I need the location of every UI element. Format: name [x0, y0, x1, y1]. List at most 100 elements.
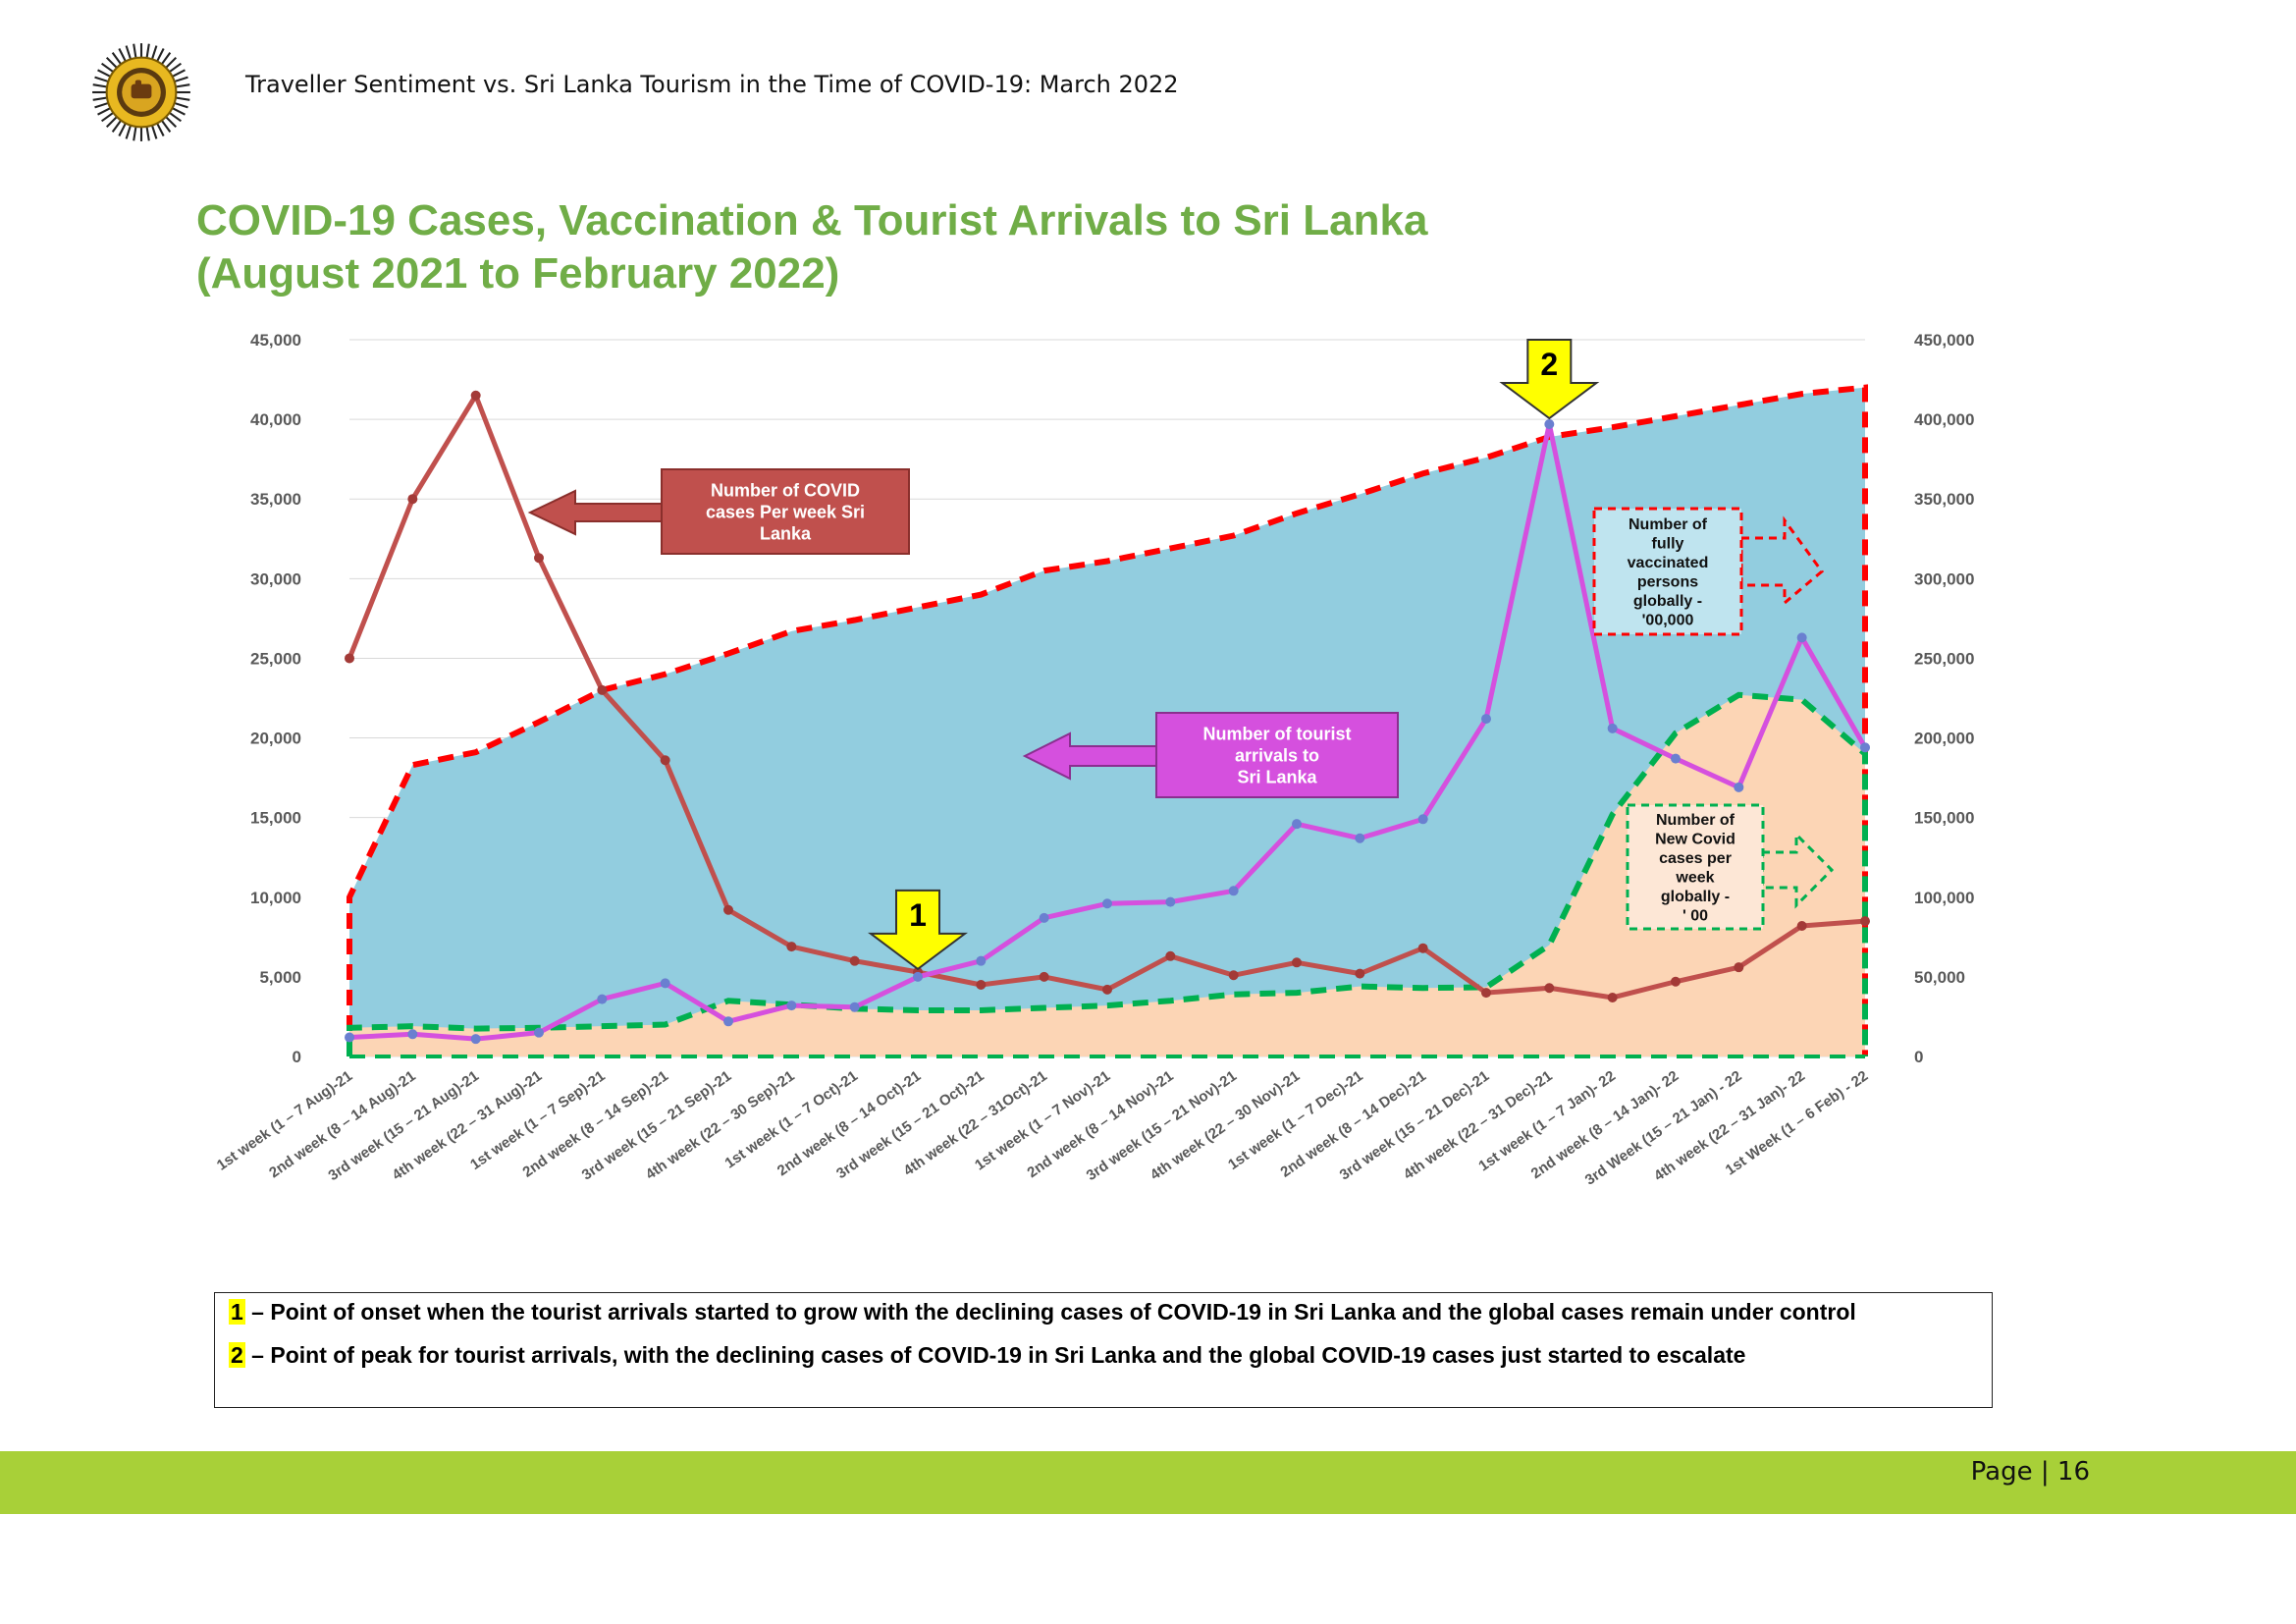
covid-sri-lanka-line-point — [849, 955, 860, 966]
left-axis-tick-label: 35,000 — [250, 490, 301, 509]
tourist-arrivals-line-point — [1734, 782, 1744, 792]
covid-callout-arrow — [527, 489, 663, 536]
tourist-arrivals-line-point — [534, 1027, 544, 1038]
covid-sri-lanka-line-point — [1228, 970, 1239, 981]
tourist-arrivals-callout-text: Number of tourist — [1203, 725, 1352, 744]
covid-tourism-chart: 0 5,000 10,000 15,000 20,000 25,000 30,000 35,0… — [214, 331, 1975, 1189]
covid-sri-lanka-line-point — [976, 980, 987, 990]
tourist-arrivals-line-point — [1860, 742, 1870, 753]
vaccinated-area — [349, 387, 1865, 1057]
tourist-arrivals-line-point — [849, 1001, 860, 1012]
left-axis-tick-label: 40,000 — [250, 410, 301, 429]
chart-title: COVID-19 Cases, Vaccination & Tourist Ar… — [196, 194, 1427, 300]
marker-note-2-number: 2 — [229, 1342, 245, 1368]
covid-sri-lanka-line-point — [1481, 988, 1491, 999]
marker-label-1: 1 — [909, 897, 927, 933]
global-cases-callout-text: week — [1675, 870, 1714, 887]
left-axis-tick-label: 10,000 — [250, 889, 301, 907]
covid-sri-lanka-line-point — [407, 494, 418, 505]
vaccinated-callout-text: '00,000 — [1642, 613, 1694, 629]
global-cases-callout-text: cases per — [1659, 850, 1732, 867]
left-axis-tick-label: 45,000 — [250, 331, 301, 350]
covid-sri-lanka-line-point — [1734, 962, 1744, 973]
sri-lanka-tourism-emblem-icon — [92, 43, 190, 141]
tourist-arrivals-callout-text: arrivals to — [1235, 746, 1319, 766]
chart-title-line-2: (August 2021 to February 2022) — [196, 249, 840, 298]
covid-sri-lanka-line-point — [723, 904, 733, 915]
marker-note-1-text: – Point of onset when the tourist arriva… — [244, 1299, 1856, 1325]
global-cases-line — [347, 691, 1868, 1056]
tourist-arrivals-line-point — [976, 955, 987, 966]
right-axis-tick-label: 250,000 — [1914, 649, 1974, 668]
vaccinated-callout-text: Number of — [1629, 516, 1708, 533]
vaccinated-callout-text: globally - — [1633, 593, 1702, 610]
tourist-arrivals-line-point — [1102, 898, 1112, 909]
vaccinated-callout-text: vaccinated — [1628, 555, 1709, 571]
global-cases-callout-text: New Covid — [1655, 832, 1735, 848]
tourist-arrivals-line-point — [723, 1016, 733, 1027]
footer-bar — [0, 1451, 2296, 1514]
marker-arrow-1 — [868, 889, 968, 971]
left-axis-tick-label: 5,000 — [259, 968, 301, 987]
global-cases-callout-box — [1626, 803, 1765, 931]
covid-sri-lanka-line-point — [1607, 992, 1618, 1002]
global-cases-area — [349, 694, 1865, 1056]
covid-sri-lanka-line-point — [1796, 920, 1807, 931]
left-axis-tick-label: 15,000 — [250, 809, 301, 828]
covid-sri-lanka-line-point — [345, 653, 354, 664]
covid-sri-lanka-line-point — [1292, 957, 1302, 968]
vaccinated-callout-text: fully — [1652, 536, 1684, 553]
left-axis-tick-label: 20,000 — [250, 730, 301, 748]
covid-sri-lanka-line-point — [1165, 950, 1176, 961]
tourist-arrivals-line-point — [1292, 819, 1302, 830]
right-axis-tick-label: 50,000 — [1914, 968, 1965, 987]
global-cases-callout: Number of New Covid cases per week globally … — [1626, 803, 1765, 931]
right-axis-tick-label: 400,000 — [1914, 410, 1974, 429]
tourist-arrivals-line-point — [786, 1001, 797, 1011]
covid-sri-lanka-line-point — [1671, 976, 1681, 987]
marker-arrow-2 — [1499, 339, 1600, 420]
marker-note-1: 1 – Point of onset when the tourist arri… — [229, 1297, 1978, 1326]
covid-sri-lanka-callout-box — [661, 468, 910, 555]
vaccinated-line — [347, 384, 1868, 1056]
left-axis-tick-label: 25,000 — [250, 649, 301, 668]
covid-sri-lanka-line-point — [597, 684, 608, 695]
tourist-arrivals-callout: Number of tourist arrivals to Sri Lanka — [1155, 712, 1399, 798]
covid-sri-lanka-callout-text: Number of COVID — [711, 481, 860, 501]
global-cases-callout-text: Number of — [1656, 812, 1735, 829]
covid-sri-lanka-line-point — [786, 942, 797, 952]
tourist-callout-arrow — [1022, 731, 1159, 781]
covid-sri-lanka-line-point — [534, 553, 544, 564]
global-cases-callout-text: globally - — [1661, 889, 1730, 905]
marker-note-2-text: – Point of peak for tourist arrivals, wi… — [244, 1342, 1746, 1368]
covid-sri-lanka-line-point — [1039, 971, 1049, 982]
tourist-arrivals-line-point — [407, 1029, 418, 1040]
tourist-arrivals-line-point — [345, 1032, 354, 1043]
vaccinated-callout-box — [1592, 507, 1743, 636]
covid-sri-lanka-callout: Number of COVID cases Per week Sri Lanka — [661, 468, 910, 555]
tourist-arrivals-callout-box — [1155, 712, 1399, 798]
marker-note-2: 2 – Point of peak for tourist arrivals, … — [229, 1340, 1978, 1370]
covid-sri-lanka-callout-text: Lanka — [760, 524, 812, 544]
tourist-arrivals-line-point — [660, 978, 670, 989]
tourist-arrivals-callout-text: Sri Lanka — [1237, 768, 1317, 787]
right-axis-tick-label: 150,000 — [1914, 809, 1974, 828]
right-axis-tick-label: 350,000 — [1914, 490, 1974, 509]
chart-title-line-1: COVID-19 Cases, Vaccination & Tourist Ar… — [196, 196, 1428, 244]
marker-note-1-number: 1 — [229, 1299, 245, 1325]
tourist-arrivals-line-point — [1796, 632, 1807, 643]
covid-sri-lanka-line-point — [1544, 983, 1555, 994]
tourist-arrivals-line-point — [1671, 753, 1681, 764]
covid-sri-lanka-line-point — [1860, 916, 1870, 927]
covid-sri-lanka-line-point — [1102, 984, 1112, 995]
right-axis-tick-label: 100,000 — [1914, 889, 1974, 907]
left-axis-tick-label: 30,000 — [250, 569, 301, 588]
page-number: Page | 16 — [1970, 1457, 2090, 1487]
marker-notes-box: 1 – Point of onset when the tourist arri… — [214, 1292, 1993, 1408]
tourist-arrivals-line-point — [1417, 814, 1428, 825]
global-cases-callout-text: ' 00 — [1682, 908, 1708, 925]
right-axis-tick-label: 450,000 — [1914, 331, 1974, 350]
tourist-arrivals-line-point — [1039, 912, 1049, 923]
right-axis-tick-label: 300,000 — [1914, 569, 1974, 588]
covid-sri-lanka-line-point — [660, 755, 670, 766]
